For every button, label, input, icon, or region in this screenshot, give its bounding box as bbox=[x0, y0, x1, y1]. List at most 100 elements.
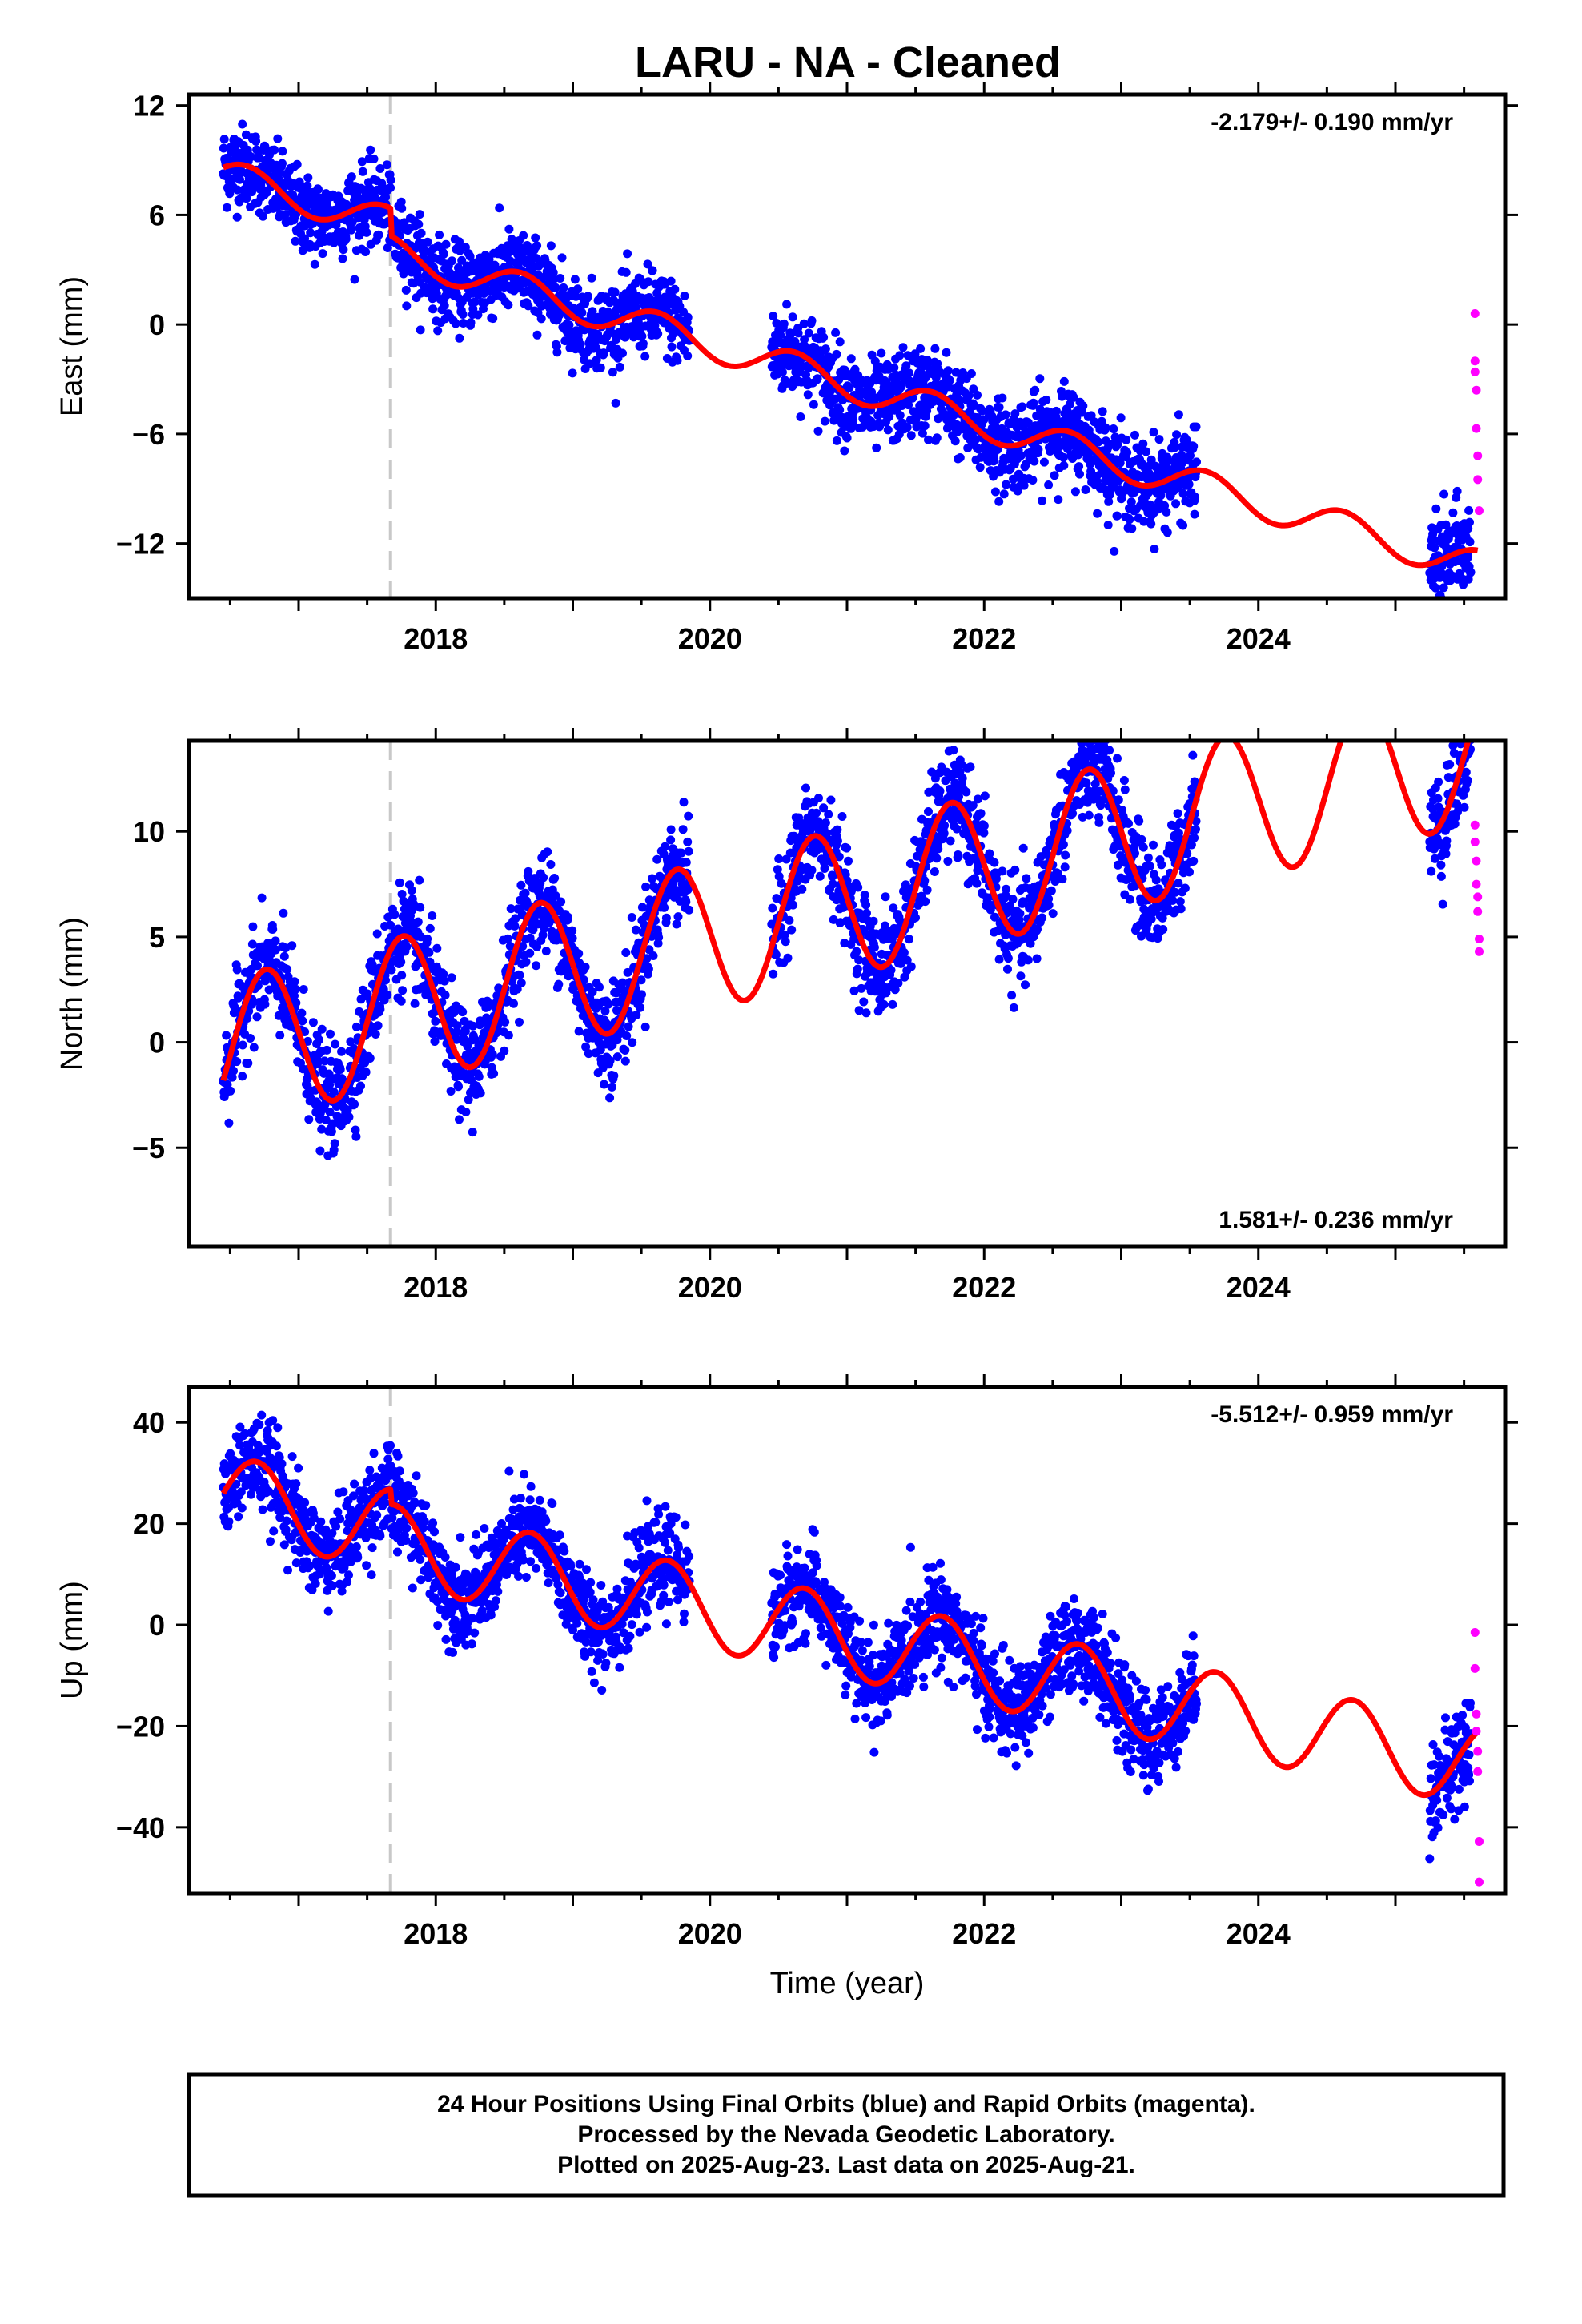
final-orbit-point bbox=[670, 284, 680, 294]
final-orbit-point bbox=[299, 985, 308, 994]
y-axis-label: East (mm) bbox=[55, 276, 89, 416]
final-orbit-point bbox=[386, 175, 396, 185]
final-orbit-point bbox=[1081, 485, 1090, 494]
final-orbit-point bbox=[564, 320, 574, 330]
final-orbit-point bbox=[1115, 458, 1125, 468]
final-orbit-point bbox=[837, 812, 847, 821]
final-orbit-point bbox=[672, 919, 681, 929]
final-orbit-point bbox=[495, 203, 504, 213]
final-orbit-point bbox=[1046, 886, 1056, 895]
final-orbit-point bbox=[504, 1031, 513, 1040]
final-orbit-point bbox=[468, 1128, 477, 1137]
final-orbit-point bbox=[383, 990, 392, 999]
final-orbit-point bbox=[416, 228, 426, 238]
final-orbit-point bbox=[1075, 469, 1084, 479]
final-orbit-point bbox=[1007, 991, 1017, 1000]
final-orbit-point bbox=[608, 368, 617, 377]
final-orbit-point bbox=[994, 403, 1004, 412]
final-orbit-point bbox=[1058, 452, 1068, 462]
final-orbit-point bbox=[681, 858, 691, 867]
final-orbit-point bbox=[966, 369, 976, 378]
final-orbit-point bbox=[568, 926, 577, 935]
final-orbit-point bbox=[432, 943, 442, 953]
final-orbit-point bbox=[1010, 409, 1020, 419]
final-orbit-point bbox=[1050, 471, 1059, 480]
final-orbit-point bbox=[828, 879, 837, 889]
final-orbit-point bbox=[532, 254, 541, 263]
final-orbit-point bbox=[283, 964, 292, 974]
final-orbit-point bbox=[831, 328, 841, 337]
final-orbit-point bbox=[459, 319, 468, 328]
final-orbit-point bbox=[814, 794, 823, 803]
final-orbit-point bbox=[934, 844, 943, 854]
final-orbit-point bbox=[371, 1030, 380, 1039]
final-orbit-point bbox=[536, 314, 546, 324]
final-orbit-point bbox=[424, 947, 434, 957]
final-orbit-point bbox=[684, 846, 693, 856]
final-orbit-point bbox=[219, 135, 229, 144]
final-orbit-point bbox=[1113, 440, 1122, 449]
final-orbit-point bbox=[297, 1008, 307, 1018]
final-orbit-point bbox=[1178, 521, 1188, 530]
final-orbit-point bbox=[911, 415, 921, 424]
final-orbit-point bbox=[769, 969, 778, 979]
final-orbit-point bbox=[1151, 875, 1161, 885]
final-orbit-point bbox=[940, 821, 950, 830]
final-orbit-point bbox=[519, 231, 528, 240]
final-orbit-point bbox=[440, 991, 450, 1000]
final-orbit-point bbox=[325, 1080, 335, 1089]
final-orbit-point bbox=[454, 1082, 463, 1092]
final-orbit-point bbox=[1039, 457, 1049, 467]
final-orbit-point bbox=[680, 292, 689, 300]
final-orbit-point bbox=[826, 795, 836, 805]
final-orbit-point bbox=[1084, 810, 1094, 820]
final-orbit-point bbox=[556, 274, 565, 283]
final-orbit-point bbox=[525, 948, 535, 958]
final-orbit-point bbox=[350, 1100, 359, 1109]
final-orbit-point bbox=[425, 923, 435, 933]
final-orbit-point bbox=[247, 187, 256, 197]
final-orbit-point bbox=[835, 405, 845, 415]
rapid-orbit-point bbox=[1473, 451, 1483, 460]
final-orbit-point bbox=[621, 267, 631, 277]
final-orbit-point bbox=[976, 809, 986, 818]
final-orbit-point bbox=[292, 159, 302, 169]
final-orbit-point bbox=[515, 971, 524, 980]
final-orbit-point bbox=[451, 319, 460, 328]
final-orbit-point bbox=[452, 1021, 462, 1031]
final-orbit-point bbox=[640, 352, 650, 361]
final-orbit-point bbox=[904, 400, 913, 410]
final-orbit-point bbox=[958, 774, 967, 783]
final-orbit-point bbox=[401, 285, 411, 295]
final-orbit-point bbox=[932, 433, 942, 443]
final-orbit-point bbox=[524, 866, 533, 876]
final-orbit-point bbox=[549, 275, 559, 284]
final-orbit-point bbox=[637, 903, 647, 912]
y-tick-label: 6 bbox=[149, 199, 165, 231]
final-orbit-point bbox=[238, 119, 247, 129]
final-orbit-point bbox=[271, 945, 280, 955]
final-orbit-point bbox=[1003, 954, 1013, 963]
final-orbit-point bbox=[577, 308, 587, 317]
final-orbit-point bbox=[386, 183, 396, 192]
final-orbit-point bbox=[576, 340, 585, 349]
final-orbit-point bbox=[335, 1065, 345, 1074]
final-orbit-point bbox=[1122, 435, 1131, 444]
final-orbit-point bbox=[809, 400, 818, 409]
final-orbit-point bbox=[832, 436, 841, 445]
final-orbit-point bbox=[990, 858, 999, 867]
final-orbit-point bbox=[819, 332, 829, 342]
data-layer bbox=[219, 741, 1484, 1247]
final-orbit-point bbox=[906, 431, 916, 440]
final-orbit-point bbox=[1189, 856, 1199, 866]
final-orbit-point bbox=[1110, 546, 1119, 556]
final-orbit-point bbox=[883, 425, 893, 435]
final-orbit-point bbox=[1190, 509, 1199, 519]
final-orbit-point bbox=[564, 912, 572, 922]
final-orbit-point bbox=[1431, 583, 1440, 593]
final-orbit-point bbox=[930, 344, 940, 353]
final-orbit-point bbox=[273, 134, 283, 143]
final-orbit-point bbox=[344, 1112, 354, 1122]
final-orbit-point bbox=[949, 746, 958, 755]
final-orbit-point bbox=[1015, 909, 1025, 919]
